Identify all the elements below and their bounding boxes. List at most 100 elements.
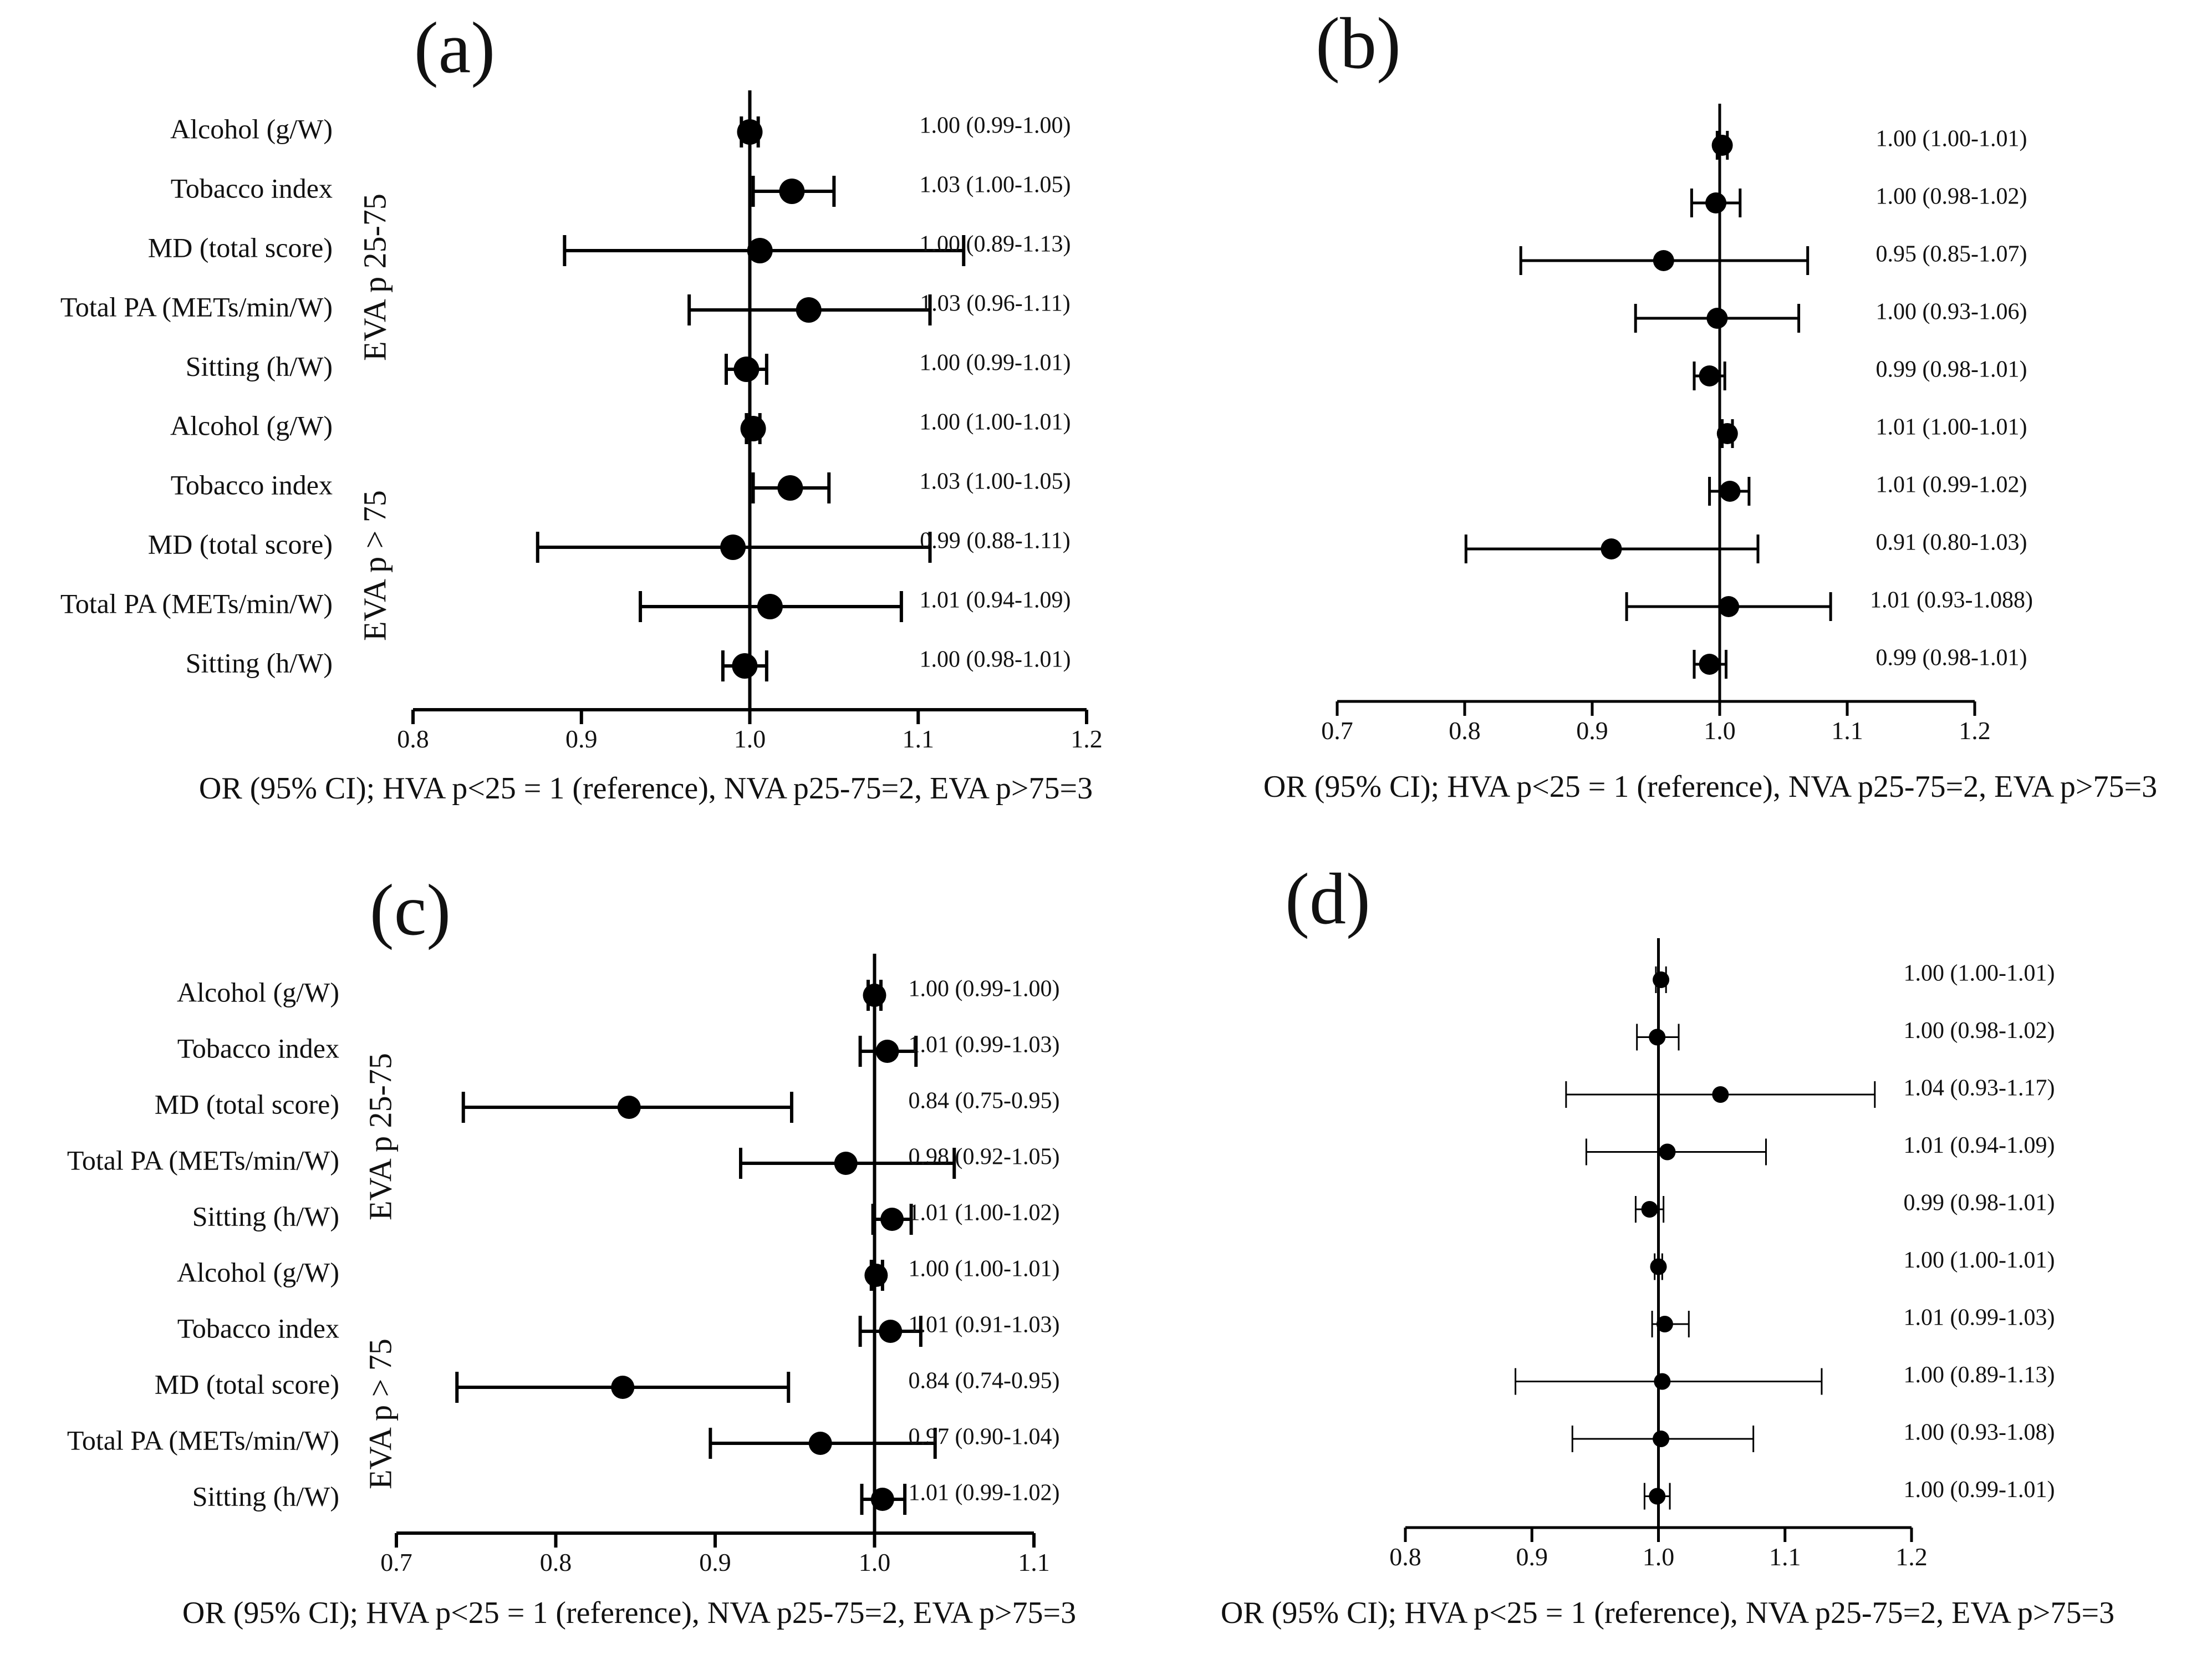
point-estimate bbox=[875, 1040, 899, 1063]
row-label: MD (total score) bbox=[155, 1088, 339, 1119]
panel-letter: (d) bbox=[1285, 858, 1370, 939]
x-tick-label: 1.1 bbox=[1018, 1548, 1050, 1576]
or-ci-text: 0.99 (0.98-1.01) bbox=[1876, 357, 2027, 383]
point-estimate bbox=[1649, 1029, 1666, 1046]
or-ci-text: 1.00 (0.89-1.13) bbox=[1904, 1362, 2055, 1388]
point-estimate bbox=[1601, 538, 1622, 559]
or-ci-text: 1.00 (1.00-1.01) bbox=[920, 410, 1071, 435]
point-estimate bbox=[1718, 596, 1740, 617]
or-ci-text: 1.01 (0.99-1.02) bbox=[1876, 472, 2027, 498]
point-estimate bbox=[1699, 654, 1720, 675]
x-tick-label: 1.1 bbox=[1769, 1543, 1801, 1571]
or-ci-text: 1.04 (0.93-1.17) bbox=[1904, 1076, 2055, 1101]
row-label: MD (total score) bbox=[148, 528, 333, 559]
x-tick-label: 0.8 bbox=[397, 725, 429, 753]
x-tick-label: 0.7 bbox=[380, 1548, 412, 1576]
or-ci-text: 1.01 (0.99-1.02) bbox=[909, 1480, 1060, 1506]
or-ci-text: 1.01 (0.94-1.09) bbox=[920, 588, 1071, 613]
or-ci-text: 1.00 (0.98-1.02) bbox=[1876, 184, 2027, 210]
or-ci-text: 1.00 (0.98-1.01) bbox=[920, 647, 1071, 673]
point-estimate bbox=[1706, 308, 1728, 329]
point-estimate bbox=[1649, 1488, 1666, 1505]
row-label: Sitting (h/W) bbox=[186, 350, 333, 381]
row-label: Total PA (METs/min/W) bbox=[67, 1424, 339, 1455]
or-ci-text: 0.91 (0.80-1.03) bbox=[1876, 530, 2027, 556]
x-tick-label: 0.8 bbox=[540, 1548, 572, 1576]
point-estimate bbox=[617, 1096, 641, 1119]
or-ci-text: 0.98 (0.92-1.05) bbox=[909, 1144, 1060, 1170]
point-estimate bbox=[777, 475, 803, 501]
row-label: Alcohol (g/W) bbox=[170, 113, 333, 144]
point-estimate bbox=[796, 297, 822, 323]
point-estimate bbox=[879, 1320, 903, 1343]
point-estimate bbox=[1659, 1143, 1676, 1161]
point-estimate bbox=[1653, 1431, 1670, 1447]
point-estimate bbox=[1641, 1201, 1658, 1218]
x-axis-title: OR (95% CI); HVA p<25 = 1 (reference), N… bbox=[1263, 770, 2157, 804]
or-ci-text: 1.01 (0.94-1.09) bbox=[1904, 1133, 2055, 1158]
point-estimate bbox=[737, 119, 763, 145]
row-label: Sitting (h/W) bbox=[192, 1480, 339, 1511]
point-estimate bbox=[1650, 1258, 1667, 1275]
point-estimate bbox=[757, 594, 783, 619]
or-ci-text: 1.00 (0.93-1.08) bbox=[1904, 1420, 2055, 1446]
panel-letter: (c) bbox=[370, 869, 451, 950]
group-label: EVA p 25-75 bbox=[362, 1053, 398, 1220]
row-label: MD (total score) bbox=[148, 232, 333, 263]
point-estimate bbox=[740, 416, 766, 441]
or-ci-text: 1.00 (1.00-1.01) bbox=[1904, 961, 2055, 986]
panel-letter: (a) bbox=[414, 7, 496, 88]
row-label: Tobacco index bbox=[171, 172, 333, 203]
or-ci-text: 1.01 (0.99-1.03) bbox=[909, 1032, 1060, 1058]
or-ci-text: 1.00 (1.00-1.01) bbox=[1904, 1248, 2055, 1273]
or-ci-text: 1.00 (0.99-1.01) bbox=[1904, 1477, 2055, 1503]
or-ci-text: 0.97 (0.90-1.04) bbox=[909, 1424, 1060, 1450]
point-estimate bbox=[1656, 1316, 1673, 1332]
x-axis-title: OR (95% CI); HVA p<25 = 1 (reference), N… bbox=[199, 771, 1093, 806]
or-ci-text: 0.99 (0.98-1.01) bbox=[1904, 1190, 2055, 1216]
point-estimate bbox=[1653, 971, 1670, 988]
point-estimate bbox=[1653, 250, 1674, 271]
row-label: Total PA (METs/min/W) bbox=[60, 291, 333, 322]
point-estimate bbox=[1654, 1373, 1671, 1390]
or-ci-text: 1.01 (0.99-1.03) bbox=[1904, 1305, 2055, 1331]
row-label: MD (total score) bbox=[155, 1368, 339, 1399]
row-label: Tobacco index bbox=[171, 469, 333, 500]
point-estimate bbox=[611, 1376, 635, 1399]
row-label: Sitting (h/W) bbox=[192, 1200, 339, 1231]
or-ci-text: 1.00 (0.99-1.01) bbox=[920, 350, 1071, 376]
x-tick-label: 1.2 bbox=[1959, 716, 1991, 745]
or-ci-text: 1.03 (0.96-1.11) bbox=[920, 291, 1070, 317]
row-label: Total PA (METs/min/W) bbox=[67, 1144, 339, 1175]
point-estimate bbox=[1711, 135, 1733, 156]
panel-a: (a) 0.8 0.9 1.0 1.1 1.2 OR (95% CI); HVA p<25 … bbox=[60, 7, 1103, 806]
or-ci-text: 1.01 (0.91-1.03) bbox=[909, 1312, 1060, 1338]
x-axis-title: OR (95% CI); HVA p<25 = 1 (reference), N… bbox=[182, 1596, 1076, 1630]
or-ci-text: 1.03 (1.00-1.05) bbox=[920, 469, 1071, 495]
or-ci-text: 1.00 (0.99-1.00) bbox=[920, 113, 1071, 139]
point-estimate bbox=[808, 1432, 832, 1455]
x-tick-label: 0.7 bbox=[1321, 716, 1353, 745]
x-tick-label: 0.8 bbox=[1449, 716, 1481, 745]
or-ci-text: 1.00 (0.93-1.06) bbox=[1876, 299, 2027, 325]
or-ci-text: 1.01 (1.00-1.01) bbox=[1876, 415, 2027, 440]
x-tick-label: 1.1 bbox=[1831, 716, 1863, 745]
x-tick-label: 0.8 bbox=[1389, 1543, 1421, 1571]
panel-c: (c) 0.7 0.8 0.9 1.0 1.1 OR (95% CI); HVA p<25 … bbox=[67, 869, 1076, 1630]
row-label: Alcohol (g/W) bbox=[177, 976, 339, 1007]
x-tick-label: 1.2 bbox=[1071, 725, 1103, 753]
group-label: EVA p 25-75 bbox=[356, 194, 393, 361]
point-estimate bbox=[747, 238, 773, 263]
group-label: EVA p > 75 bbox=[362, 1339, 398, 1489]
row-label: Sitting (h/W) bbox=[186, 647, 333, 678]
point-estimate bbox=[1705, 192, 1727, 213]
x-tick-label: 0.9 bbox=[1576, 716, 1608, 745]
point-estimate bbox=[870, 1488, 894, 1511]
point-estimate bbox=[834, 1152, 858, 1175]
point-estimate bbox=[864, 1264, 888, 1287]
or-ci-text: 0.84 (0.75-0.95) bbox=[909, 1088, 1060, 1114]
or-ci-text: 1.01 (0.93-1.088) bbox=[1870, 588, 2033, 613]
or-ci-text: 1.00 (1.00-1.01) bbox=[909, 1256, 1060, 1282]
panel-d: (d) 0.8 0.9 1.0 1.1 1.2 OR (95% CI); HVA p<25 … bbox=[1221, 858, 2114, 1630]
panel-b: (b) 0.7 0.8 0.9 1.0 1.1 1.2 OR (95% CI); HVA p<… bbox=[1263, 2, 2157, 804]
